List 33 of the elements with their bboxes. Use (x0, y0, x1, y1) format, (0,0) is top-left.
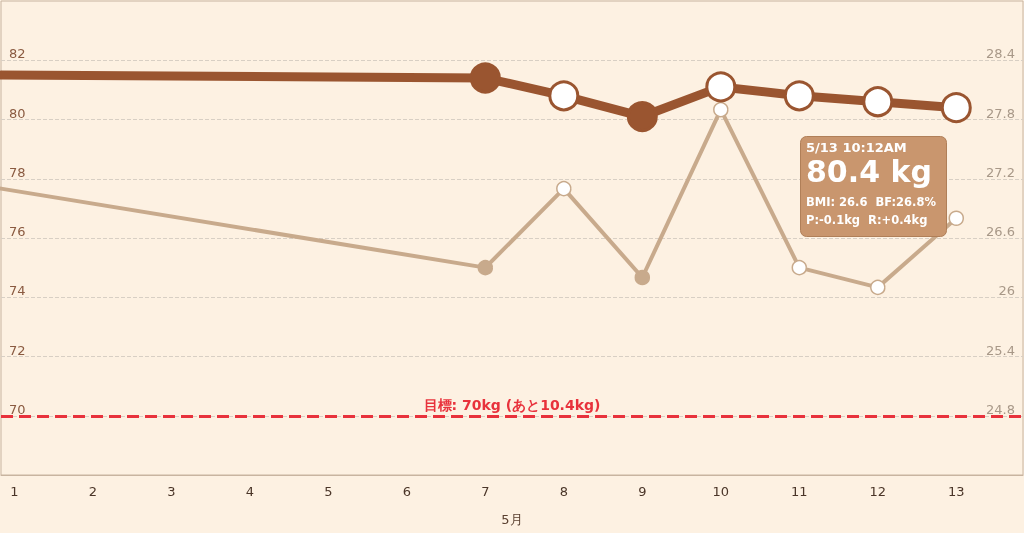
y-tick-label: 74 (9, 283, 26, 299)
y-tick-label: 78 (9, 164, 26, 180)
x-tick-label: 9 (638, 484, 647, 499)
x-tick-label: 10 (712, 484, 730, 499)
x-tick-label: 8 (559, 484, 568, 499)
y-tick-label: 70 (9, 401, 26, 417)
ref-line-label: 目標: 70kg (あと10.4kg) (423, 396, 601, 413)
y2-tick-label: 25.4 (986, 342, 1015, 358)
x-tick-label: 2 (88, 484, 97, 499)
y2-tick-label: 27.2 (986, 164, 1015, 180)
x-tick-label: 7 (481, 484, 490, 499)
y-tick-label: 82 (9, 46, 26, 62)
y2-tick-label: 26.6 (986, 224, 1015, 239)
x-tick-label: 4 (245, 484, 254, 499)
annotation: P:-0.1kg R:+0.4kg (806, 213, 928, 227)
x-axis-title: 5月 (501, 512, 523, 527)
annotation: BMI: 26.6 BF:26.8% (806, 195, 937, 209)
y-tick-label: 76 (9, 224, 26, 239)
y2-tick-label: 26 (998, 283, 1015, 299)
x-tick-label: 13 (948, 484, 965, 499)
x-tick-label: 3 (167, 484, 176, 499)
y2-tick-label: 27.8 (986, 105, 1015, 121)
x-tick-label: 6 (402, 484, 411, 499)
x-tick-label: 1 (10, 484, 19, 499)
annotation: 5/13 10:12AM (806, 140, 907, 155)
x-tick-label: 12 (869, 484, 887, 499)
y-tick-label: 72 (9, 342, 26, 358)
y2-tick-label: 24.8 (986, 401, 1015, 417)
y2-tick-label: 28.4 (986, 46, 1015, 62)
x-tick-label: 11 (791, 484, 808, 499)
annotation: 80.4 kg (806, 153, 932, 189)
y-tick-label: 80 (9, 105, 26, 121)
x-tick-label: 5 (324, 484, 333, 499)
